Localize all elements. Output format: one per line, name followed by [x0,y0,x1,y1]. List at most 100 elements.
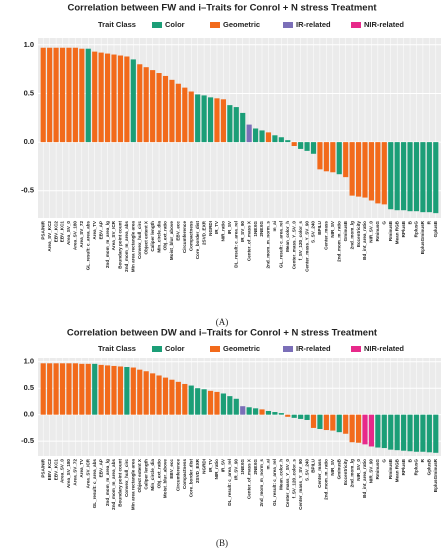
bar [130,59,136,143]
bar [433,142,439,214]
legend-swatch [210,346,220,352]
bar [401,414,407,451]
legend-label: Geometric [223,344,260,353]
x-tick-label: 2nd_mom_lg [349,221,354,250]
x-tick-label: IR_SV_90 [240,221,245,242]
bar [79,48,85,143]
bar [201,389,207,415]
bar [388,142,394,210]
x-tick-label: Eccentricity [356,221,361,247]
bar [355,142,362,197]
y-tick-label: 1.0 [24,40,34,49]
bar [92,51,98,143]
bar [111,54,117,143]
x-tick-label: Caliper length [150,221,155,252]
bar [330,142,336,173]
bar [426,142,432,213]
x-tick-label: Center_mass_Y_SV_90 [298,459,303,510]
x-tick-label: G [382,459,387,463]
bar [59,47,66,143]
x-tick-label: Moist_blur_above [169,221,174,261]
bar [182,87,188,143]
bar [349,414,355,443]
bar [343,142,349,178]
bar [362,142,368,198]
x-tick-label: S_SV_240 [304,459,309,481]
bar [53,47,59,143]
bar [272,135,278,143]
x-tick-label: Area_SV_72 [73,459,78,486]
x-tick-label: BplusGminusR [433,458,438,492]
x-tick-label: IR_SV [221,458,226,472]
x-tick-label: 2NEXG [253,459,258,475]
x-tick-label: RminusB [388,220,393,241]
x-tick-label: Area_SV_KC2 [47,221,52,252]
x-tick-label: G [382,221,387,225]
bar [137,64,143,143]
bar [104,365,111,415]
bar [413,142,420,212]
x-tick-label: RminusB [388,458,393,479]
x-tick-label: Center_of_mass X [246,220,251,261]
bar [85,48,91,143]
y-tick-label: 0.5 [24,383,34,392]
bar [104,53,111,143]
bar [420,414,426,452]
legend-label: IR-related [296,20,331,29]
caption: (B) [216,538,228,548]
bar [53,363,59,415]
bar [420,142,426,213]
x-tick-label: 2nd_mom_m_area_lg [105,459,110,506]
x-tick-label: Area_SV_180 [73,221,78,251]
bar [388,414,394,450]
bar [40,363,46,415]
x-tick-label: B [407,458,412,462]
bar [394,142,400,211]
bar [195,94,201,143]
x-tick-label: EBV_AP [98,221,103,239]
bar [66,47,72,143]
x-tick-label: NIR_SV_90 [369,459,374,484]
bar [214,98,220,143]
x-tick-label: Min_circle_dia [156,221,161,253]
bar [201,95,207,143]
bar [278,137,284,143]
caption: (A) [216,317,229,327]
bar [92,363,98,415]
x-tick-label: GL_result: c_area_rel [272,459,277,506]
legend-label: Color [165,344,185,353]
x-tick-label: Boundary point count [118,221,123,269]
x-tick-label: GminusB [336,458,341,479]
x-tick-label: Convex_hull_circ [137,221,142,259]
legend-label: Color [165,20,185,29]
bar [227,396,233,415]
legend-swatch [152,346,162,352]
bar [401,142,407,211]
x-tick-label: PSA/NIR [40,220,45,239]
bar [375,414,381,448]
bar [188,91,194,143]
x-tick-label: f_SV_120_color_s [291,459,296,499]
bar [66,363,72,415]
x-tick-label: GplusB [427,458,432,475]
x-tick-label: Center_mass [317,459,322,488]
x-tick-label: RplusG [414,459,419,476]
x-tick-label: Center_mass_Y_SV_90 [304,221,309,272]
bar [368,414,375,447]
x-tick-label: EBV_ecc [169,459,174,479]
legend-title: Trait Class [98,344,136,353]
bar [381,414,387,449]
x-tick-label: 2nd_mom_m_area_lg [105,221,110,268]
bar [150,70,156,143]
bar [407,414,413,452]
bar [246,124,252,143]
bar [72,363,78,415]
x-tick-label: BplusGminusR [420,220,425,254]
x-tick-label: Circumference [182,221,187,254]
bar [111,365,117,415]
bar [349,142,355,196]
bar [137,369,143,415]
bar [394,414,400,451]
bar [362,414,368,445]
x-tick-label: Circumference [176,459,181,492]
